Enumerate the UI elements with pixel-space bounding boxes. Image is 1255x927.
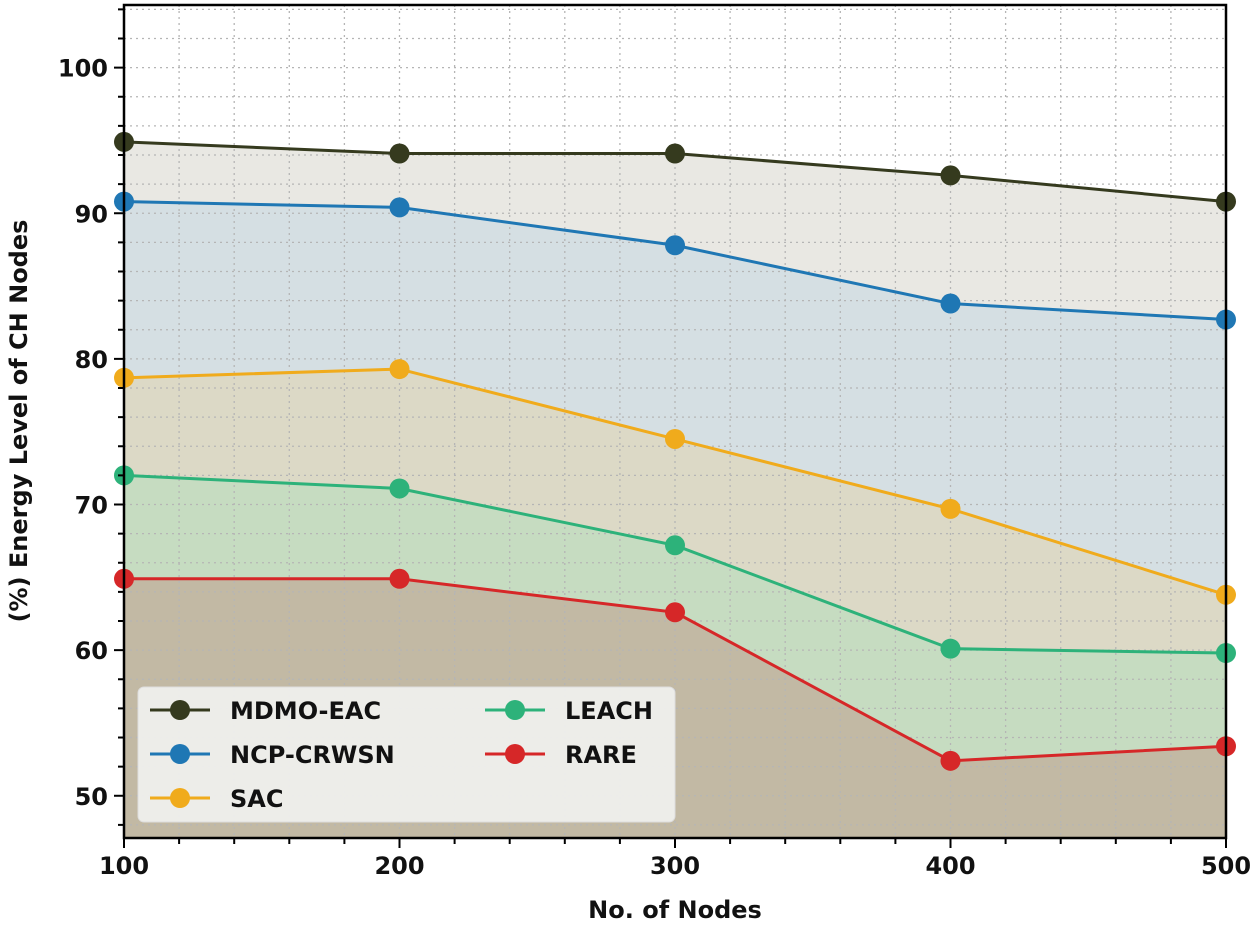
data-point-rare	[389, 568, 410, 589]
data-point-leach	[389, 478, 410, 499]
legend-label: SAC	[230, 785, 283, 813]
y-tick-label: 90	[75, 200, 108, 228]
y-tick-label: 100	[58, 55, 108, 83]
data-point-sac	[389, 359, 410, 380]
legend: MDMO-EAC NCP-CRWSN SAC LEACH RARE	[137, 686, 676, 823]
data-point-leach	[665, 535, 685, 556]
plot-frame	[122, 3, 1228, 840]
data-point-sac	[940, 498, 961, 519]
data-point-mdmo-eac	[940, 165, 961, 186]
x-axis-label: No. of Nodes	[588, 896, 762, 923]
legend-label: MDMO-EAC	[230, 697, 381, 725]
x-tick-label: 100	[99, 852, 149, 880]
legend-label: LEACH	[565, 697, 653, 725]
data-point-ncp-crwsn	[940, 293, 961, 314]
data-point-mdmo-eac	[389, 143, 410, 164]
data-point-sac	[665, 428, 685, 449]
legend-swatch-marker	[170, 700, 190, 720]
y-tick-label: 80	[75, 346, 108, 374]
data-point-rare	[665, 602, 685, 623]
legend-swatch-marker	[505, 744, 525, 764]
data-point-leach	[940, 638, 961, 659]
x-tick-label: 400	[925, 852, 975, 880]
legend-swatch-marker	[505, 700, 525, 720]
legend-swatch-marker	[170, 788, 190, 808]
legend-swatch-marker	[170, 744, 190, 764]
y-tick-label: 60	[75, 637, 108, 665]
y-tick-label: 70	[75, 492, 108, 520]
legend-label: RARE	[565, 741, 637, 769]
legend-label: NCP-CRWSN	[230, 741, 395, 769]
data-point-mdmo-eac	[665, 143, 685, 164]
data-point-ncp-crwsn	[389, 197, 410, 218]
axis-ticks: 100 200 300 400 500 50 60 70 80 90 100	[58, 8, 1251, 880]
x-tick-label: 300	[650, 852, 700, 880]
data-point-rare	[940, 750, 961, 771]
data-point-ncp-crwsn	[665, 235, 685, 256]
x-tick-label: 500	[1201, 852, 1251, 880]
x-tick-label: 200	[374, 852, 424, 880]
series-lines	[114, 131, 1236, 771]
y-tick-label: 50	[75, 783, 108, 811]
legend-box	[137, 686, 676, 823]
y-axis-label: (%) Energy Level of CH Nodes	[5, 220, 33, 623]
